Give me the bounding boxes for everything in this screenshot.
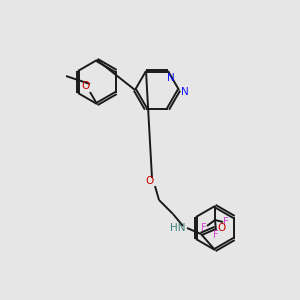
Text: O: O [218,223,226,233]
Text: N: N [181,87,189,97]
Text: F: F [223,217,229,227]
Text: O: O [145,176,153,186]
Text: N: N [167,73,175,83]
Text: O: O [82,81,90,91]
Text: F: F [201,223,207,233]
Text: HN: HN [170,223,186,233]
Text: F: F [213,230,219,240]
